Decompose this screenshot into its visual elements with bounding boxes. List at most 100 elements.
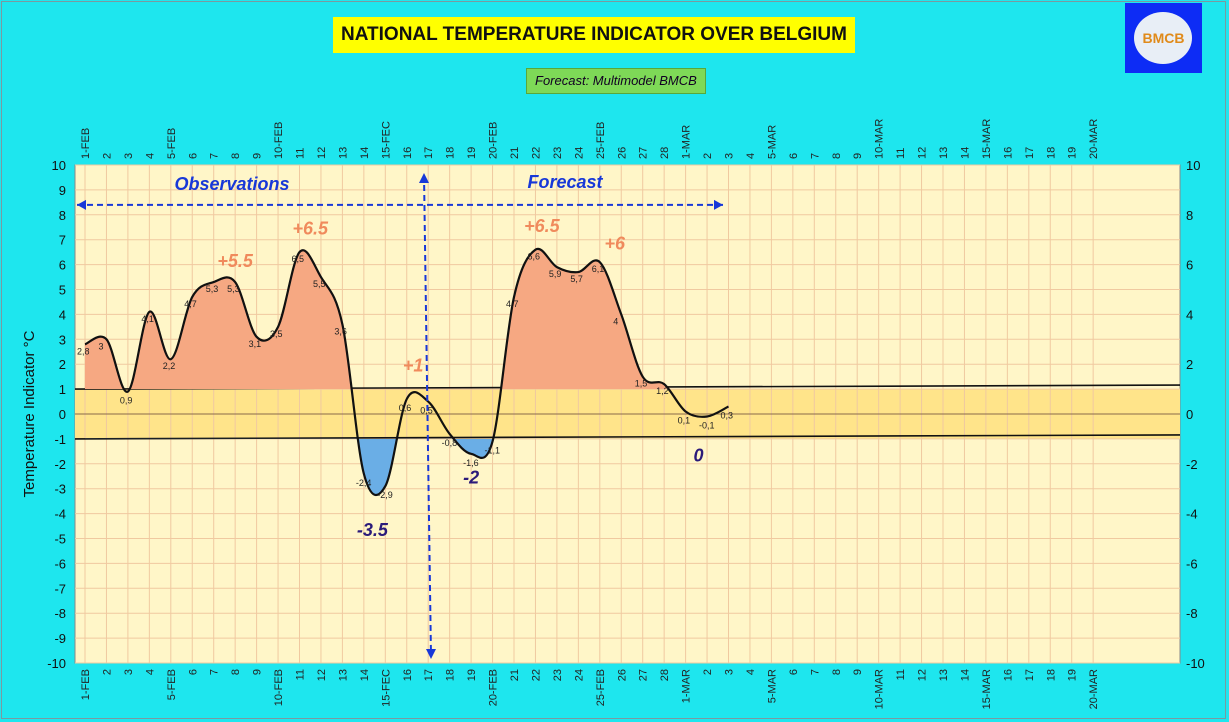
- x-tick-bottom: 11: [895, 669, 907, 680]
- x-tick-top: 27: [638, 147, 650, 159]
- x-tick-bottom: 24: [573, 669, 585, 681]
- x-tick-top: 17: [1024, 147, 1036, 159]
- logo-text: BMCB: [1142, 30, 1185, 46]
- peak-annotation: +6.5: [292, 219, 329, 239]
- data-label: 2,8: [77, 346, 90, 356]
- data-label: 6,5: [292, 254, 305, 264]
- x-tick-top: 3: [123, 153, 135, 159]
- x-tick-top: 11: [895, 148, 907, 159]
- y-tick-left: -1: [54, 432, 66, 447]
- x-tick-top: 20-FEB: [488, 122, 500, 159]
- logo-disc: [1134, 12, 1192, 64]
- x-tick-bottom: 25-FEB: [595, 669, 607, 706]
- y-tick-left: 5: [59, 283, 66, 298]
- x-tick-bottom: 10-FEB: [273, 669, 285, 706]
- x-tick-top: 13: [938, 147, 950, 159]
- x-tick-bottom: 27: [638, 669, 650, 681]
- data-label: 0,9: [120, 396, 133, 406]
- data-label: 0,1: [678, 416, 691, 426]
- data-label: 6,6: [527, 252, 540, 262]
- y-tick-left: -4: [54, 507, 66, 522]
- x-tick-top: 13: [337, 147, 349, 159]
- x-tick-top: 19: [1067, 147, 1079, 159]
- x-tick-top: 1-MAR: [681, 125, 693, 159]
- x-tick-bottom: 7: [209, 669, 221, 675]
- x-tick-top: 15-FEC: [380, 121, 392, 159]
- x-tick-bottom: 4: [745, 669, 757, 675]
- data-label: -0,8: [442, 438, 458, 448]
- x-tick-bottom: 17: [1024, 669, 1036, 681]
- x-tick-top: 25-FEB: [595, 122, 607, 159]
- peak-annotation: +1: [403, 356, 424, 376]
- data-label: -0,1: [699, 420, 715, 430]
- x-tick-bottom: 15-FEC: [380, 669, 392, 707]
- x-tick-bottom: 28: [659, 669, 671, 681]
- x-tick-bottom: 19: [1067, 669, 1079, 681]
- x-tick-top: 14: [959, 147, 971, 159]
- x-tick-bottom: 6: [788, 669, 800, 675]
- x-tick-top: 16: [402, 147, 414, 159]
- x-tick-bottom: 5-MAR: [766, 669, 778, 703]
- y-tick-left: 4: [59, 307, 66, 322]
- x-tick-bottom: 9: [252, 669, 264, 675]
- x-tick-top: 16: [1002, 147, 1014, 159]
- y-tick-left: -3: [54, 482, 66, 497]
- x-tick-top: 7: [209, 153, 221, 159]
- warm-anomaly-fill: [85, 248, 729, 390]
- x-tick-top: 8: [831, 153, 843, 159]
- y-tick-left: -6: [54, 556, 66, 571]
- x-tick-bottom: 10-MAR: [874, 669, 886, 709]
- x-tick-top: 4: [144, 153, 156, 159]
- y-tick-left: 3: [59, 332, 66, 347]
- x-tick-top: 14: [359, 147, 371, 159]
- data-label: 0,6: [399, 403, 412, 413]
- x-tick-bottom: 14: [959, 669, 971, 681]
- y-tick-left: -5: [54, 532, 66, 547]
- x-tick-top: 17: [423, 147, 435, 159]
- y-tick-left: -9: [54, 631, 66, 646]
- y-tick-left: 10: [52, 158, 66, 173]
- x-tick-top: 21: [509, 147, 521, 159]
- x-tick-top: 28: [659, 147, 671, 159]
- peak-annotation: +6.5: [524, 216, 561, 236]
- x-tick-bottom: 8: [831, 669, 843, 675]
- x-tick-bottom: 18: [1045, 669, 1057, 681]
- x-tick-bottom: 11: [295, 669, 307, 680]
- x-tick-top: 9: [852, 153, 864, 159]
- data-label: 5,9: [549, 269, 562, 279]
- peak-annotation: +6: [605, 234, 627, 254]
- y-tick-left: -7: [54, 581, 66, 596]
- y-tick-right: 10: [1186, 158, 1200, 173]
- y-tick-right: -6: [1186, 556, 1198, 571]
- x-tick-top: 11: [295, 148, 307, 159]
- x-tick-bottom: 4: [144, 669, 156, 675]
- x-tick-bottom: 1-MAR: [681, 669, 693, 703]
- x-tick-bottom: 3: [724, 669, 736, 675]
- peak-annotation: -3.5: [357, 520, 389, 540]
- x-tick-top: 10-MAR: [874, 119, 886, 159]
- x-tick-top: 15-MAR: [981, 119, 993, 159]
- y-tick-right: -8: [1186, 606, 1198, 621]
- x-tick-top: 9: [252, 153, 264, 159]
- data-label: 4,1: [141, 314, 154, 324]
- data-label: 3: [98, 341, 103, 351]
- y-tick-left: -8: [54, 606, 66, 621]
- x-tick-bottom: 5-FEB: [166, 669, 178, 700]
- x-tick-bottom: 15-MAR: [981, 669, 993, 709]
- data-label: 6,1: [592, 264, 605, 274]
- x-tick-bottom: 1-FEB: [80, 669, 92, 700]
- x-tick-bottom: 13: [938, 669, 950, 681]
- x-tick-bottom: 16: [402, 669, 414, 681]
- data-label: 4,7: [506, 299, 519, 309]
- x-tick-bottom: 22: [530, 669, 542, 681]
- data-label: 5,3: [227, 284, 240, 294]
- chart-title: NATIONAL TEMPERATURE INDICATOR OVER BELG…: [333, 17, 855, 53]
- peak-annotation: -2: [463, 468, 479, 488]
- data-label: -1,1: [485, 445, 501, 455]
- arrow-head-down: [426, 649, 436, 659]
- data-label: -2,9: [377, 490, 393, 500]
- band-lower-line: [74, 434, 1181, 440]
- data-label: 1,5: [635, 379, 648, 389]
- x-tick-bottom: 19: [466, 669, 478, 681]
- y-tick-left: -10: [47, 656, 66, 671]
